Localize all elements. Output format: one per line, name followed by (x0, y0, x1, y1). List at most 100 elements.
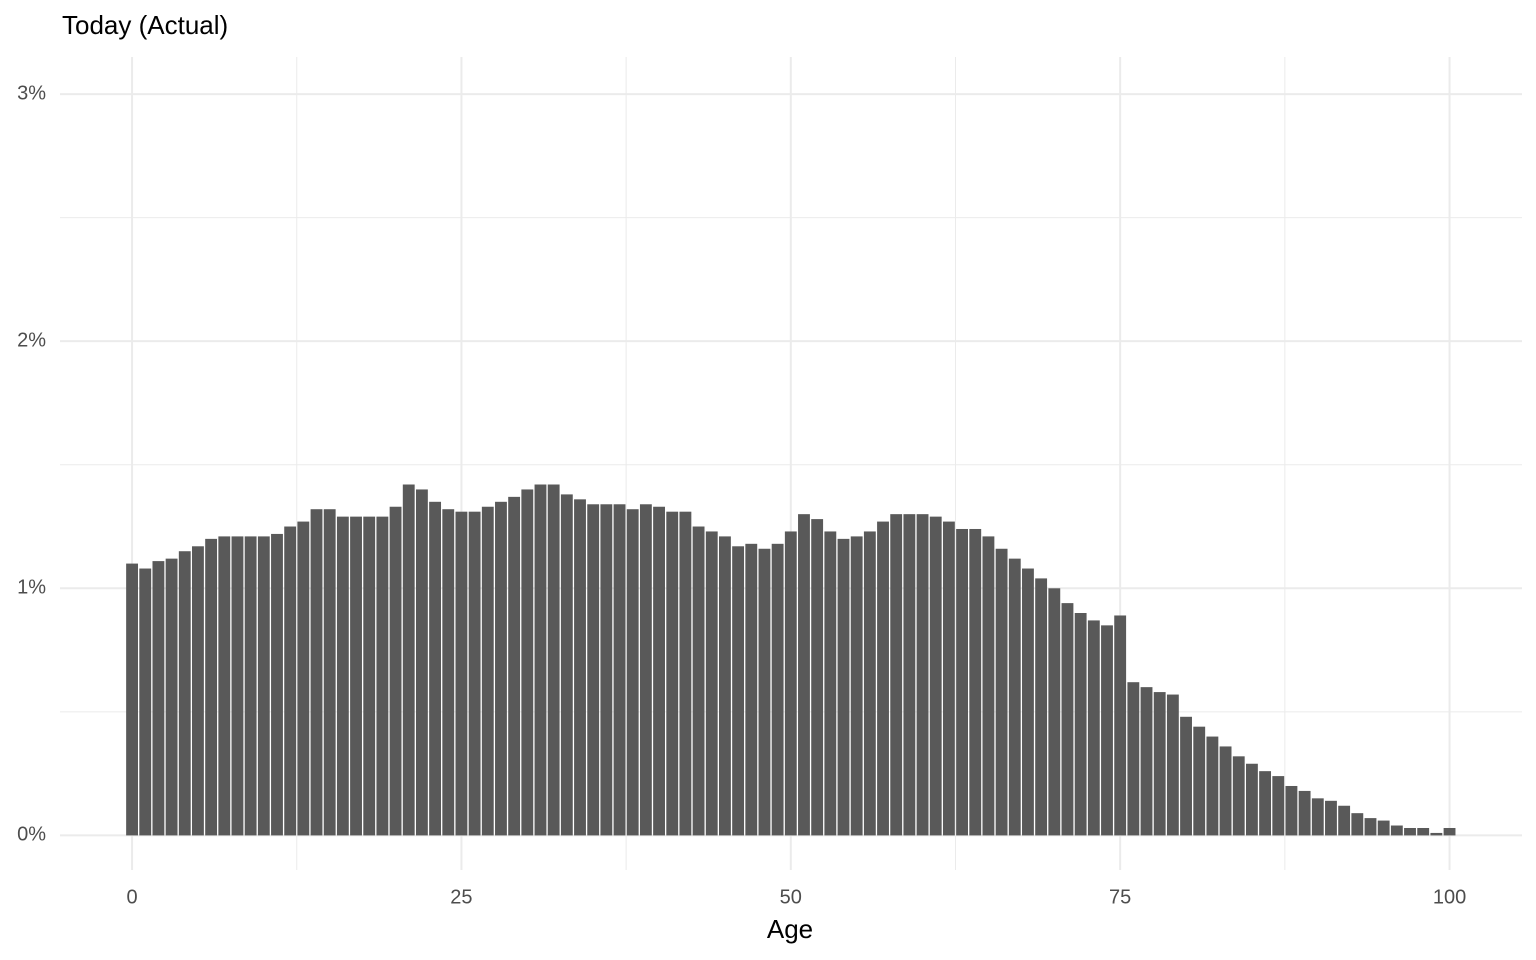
bar (969, 528, 982, 836)
bar (271, 533, 283, 836)
bar (771, 543, 784, 836)
bar (1087, 620, 1100, 836)
bar (745, 543, 758, 836)
bar (916, 514, 929, 836)
bar (1325, 800, 1337, 836)
bar (995, 548, 1008, 836)
bar (429, 501, 442, 836)
bar (534, 484, 547, 836)
x-axis-label: Age (767, 914, 813, 944)
bar (468, 511, 481, 836)
bar (850, 536, 863, 836)
bar (1008, 558, 1021, 836)
bar (389, 506, 402, 836)
bar (903, 514, 916, 836)
x-tick-label: 75 (1109, 886, 1131, 908)
bar (323, 509, 336, 836)
bar (560, 494, 573, 836)
bar (1035, 578, 1048, 836)
bar (442, 509, 455, 836)
bar (929, 516, 942, 836)
bar (1206, 736, 1219, 836)
bar (666, 511, 679, 836)
bar (732, 546, 745, 836)
bar (350, 516, 362, 836)
bar (284, 526, 297, 836)
x-tick-label: 25 (450, 886, 472, 908)
bar (784, 531, 797, 836)
bar (1285, 785, 1298, 836)
bar (1166, 694, 1179, 836)
bar (863, 531, 876, 836)
y-tick-label: 3% (17, 82, 46, 104)
bar (1048, 588, 1061, 836)
bar (1153, 692, 1166, 836)
bar (1101, 625, 1113, 836)
bar (1140, 687, 1153, 836)
bar (310, 509, 323, 836)
bar (1232, 756, 1245, 836)
bar (415, 489, 428, 836)
bar (653, 506, 665, 836)
bar (244, 536, 257, 836)
bar (231, 536, 244, 836)
bar (1219, 746, 1232, 836)
y-tick-label: 0% (17, 824, 46, 846)
bar (574, 499, 586, 836)
bar (877, 521, 889, 836)
x-tick-label: 0 (127, 886, 138, 908)
bar (139, 568, 152, 836)
bar (1311, 798, 1324, 836)
bar (679, 511, 692, 836)
y-tick-label: 1% (17, 577, 46, 599)
bar (1390, 825, 1403, 836)
bar (165, 558, 178, 836)
bar (126, 563, 138, 836)
bar (1404, 827, 1416, 836)
bar (1180, 716, 1192, 836)
bar (719, 536, 731, 836)
bar (1127, 682, 1140, 836)
bar (152, 561, 165, 836)
bar (1377, 820, 1390, 836)
bar (1443, 827, 1456, 836)
bar (1193, 726, 1206, 836)
bar (257, 536, 270, 836)
bar (587, 504, 600, 836)
bar (1074, 613, 1087, 836)
bar (1245, 763, 1258, 836)
bar (455, 511, 468, 836)
bar (481, 506, 494, 836)
bar (613, 504, 626, 836)
bar (837, 538, 850, 836)
bar (942, 521, 955, 836)
bar (1351, 813, 1364, 836)
bar (1298, 790, 1311, 836)
bar (982, 536, 995, 836)
bar (508, 496, 521, 836)
bar (178, 551, 191, 836)
bar (363, 516, 376, 836)
bar (1272, 776, 1285, 836)
bar (692, 526, 705, 836)
bar (1417, 827, 1430, 836)
bar (1061, 603, 1074, 836)
bar (1259, 771, 1272, 836)
bar (626, 509, 639, 836)
bar (758, 548, 771, 836)
bar (811, 519, 824, 836)
bar (705, 531, 718, 836)
bar (1364, 818, 1377, 836)
bar (1338, 805, 1351, 836)
chart-title: Today (Actual) (62, 10, 228, 40)
bar (547, 484, 560, 836)
bar (1430, 832, 1443, 836)
bar (205, 538, 218, 836)
bar (192, 546, 204, 836)
bar (495, 501, 507, 836)
bar (1022, 568, 1034, 836)
bar (376, 516, 389, 836)
bar (336, 516, 349, 836)
